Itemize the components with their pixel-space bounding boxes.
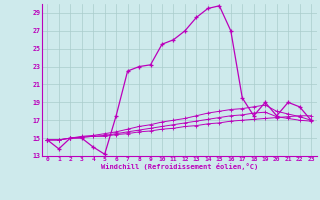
X-axis label: Windchill (Refroidissement éolien,°C): Windchill (Refroidissement éolien,°C) bbox=[100, 163, 258, 170]
